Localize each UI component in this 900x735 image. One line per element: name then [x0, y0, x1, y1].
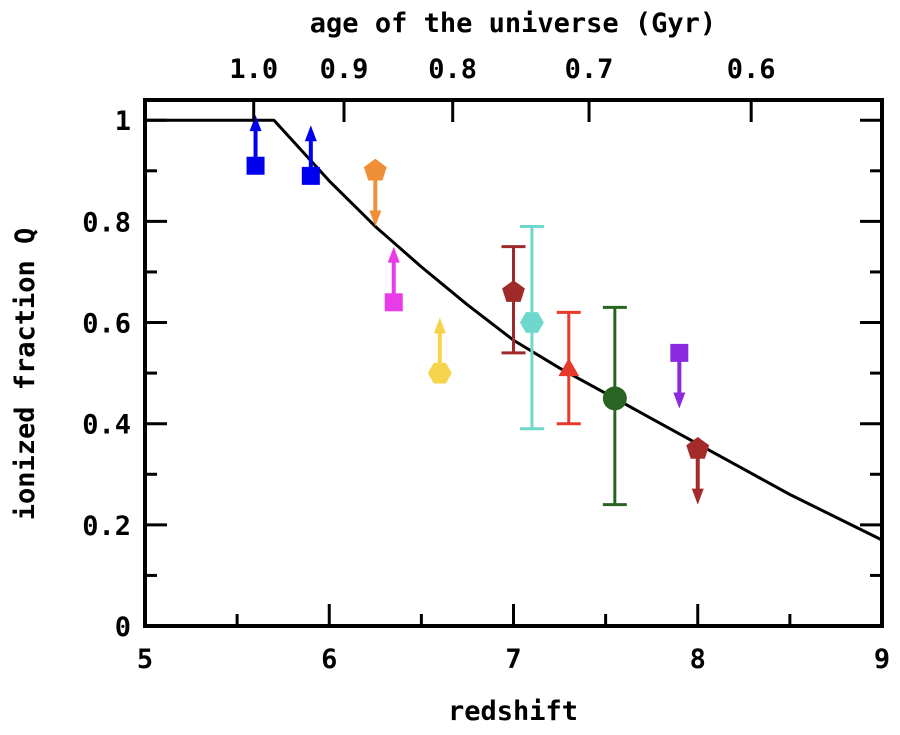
square-marker [246, 156, 265, 175]
x-tick-label: 9 [874, 644, 890, 675]
data-point [363, 158, 387, 227]
top-axis-label: age of the universe (Gyr) [310, 8, 716, 39]
y-tick-label: 0.4 [82, 410, 131, 441]
x-axis-label: redshift [448, 696, 578, 727]
circle-marker [602, 386, 627, 411]
y-tick-label: 0.6 [82, 309, 131, 340]
top-tick-label: 1.0 [229, 54, 278, 85]
x-tick-label: 7 [505, 644, 521, 675]
limit-arrow-head [691, 488, 704, 505]
square-marker [384, 293, 403, 312]
y-axis-label: ionized fraction Q [10, 228, 41, 521]
y-tick-label: 0 [115, 612, 131, 643]
hexagon-marker [519, 312, 544, 333]
y-tick-label: 1 [115, 106, 131, 137]
x-tick-label: 5 [137, 644, 153, 675]
limit-arrow-head [433, 317, 446, 334]
y-tick-label: 0.2 [82, 511, 131, 542]
top-tick-label: 0.9 [320, 54, 369, 85]
data-point [427, 317, 452, 384]
limit-arrow-head [673, 392, 686, 409]
square-marker [670, 343, 689, 362]
top-tick-label: 0.6 [727, 54, 776, 85]
limit-arrow-head [304, 125, 317, 142]
plot-frame [143, 98, 884, 628]
data-point [602, 305, 627, 507]
pentagon-marker [363, 158, 387, 181]
data-point [301, 125, 320, 185]
y-tick-label: 0.8 [82, 207, 131, 238]
data-point [556, 310, 581, 426]
limit-arrow-head [369, 210, 382, 227]
x-tick-label: 6 [321, 644, 337, 675]
data-point [501, 245, 526, 355]
data-point [246, 115, 265, 175]
top-tick-label: 0.7 [565, 54, 614, 85]
data-point [686, 437, 710, 505]
hexagon-marker [427, 362, 452, 384]
data-point [670, 343, 689, 409]
triangle-marker [558, 358, 580, 377]
data-point [519, 224, 544, 431]
square-marker [301, 166, 320, 185]
model-curve [145, 118, 883, 542]
top-tick-label: 0.8 [428, 54, 477, 85]
limit-arrow-head [387, 246, 400, 263]
pentagon-marker [502, 280, 525, 302]
pentagon-marker [686, 437, 710, 459]
data-point [384, 246, 403, 312]
x-tick-label: 8 [690, 644, 706, 675]
limit-arrow-head [249, 115, 262, 132]
